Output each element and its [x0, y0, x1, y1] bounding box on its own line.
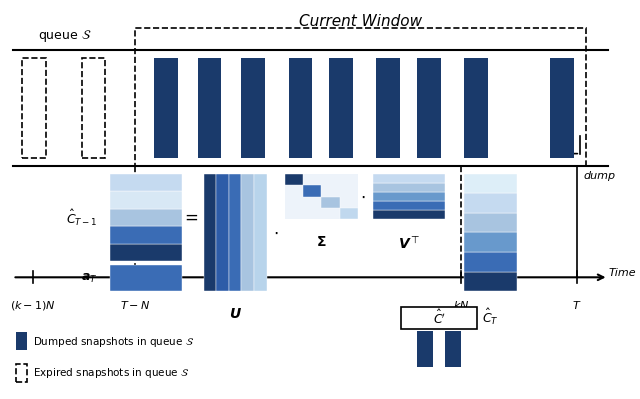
Bar — [289, 58, 312, 158]
Bar — [373, 174, 445, 183]
Bar — [303, 185, 321, 197]
Bar — [110, 209, 182, 226]
Bar — [110, 226, 182, 244]
Bar — [204, 174, 216, 291]
Text: $\hat{C}_{T-1}$: $\hat{C}_{T-1}$ — [65, 207, 97, 227]
Bar — [373, 192, 445, 201]
Text: $(k-1)N$: $(k-1)N$ — [10, 299, 56, 312]
Bar — [373, 210, 445, 219]
Bar — [154, 58, 177, 158]
Text: $\hat{C}'$: $\hat{C}'$ — [433, 309, 445, 327]
Bar — [445, 331, 461, 367]
Text: $\boldsymbol{a}_T$: $\boldsymbol{a}_T$ — [81, 272, 97, 285]
Text: $\boldsymbol{U}$: $\boldsymbol{U}$ — [228, 307, 242, 321]
Bar — [216, 174, 229, 291]
Bar — [110, 265, 182, 291]
Bar — [464, 174, 518, 193]
Text: $\cdot$: $\cdot$ — [273, 223, 279, 241]
Text: =: = — [184, 208, 198, 227]
Bar — [110, 191, 182, 209]
Text: Dumped snapshots in queue $\mathcal{S}$: Dumped snapshots in queue $\mathcal{S}$ — [33, 334, 195, 349]
Bar — [254, 174, 267, 291]
Text: Current Window: Current Window — [299, 14, 422, 30]
Bar — [464, 213, 518, 232]
Text: $\hat{C}_T$: $\hat{C}_T$ — [483, 307, 499, 328]
Text: queue $\mathcal{S}$: queue $\mathcal{S}$ — [38, 28, 91, 44]
Bar — [464, 252, 518, 272]
Bar — [285, 174, 303, 185]
Bar — [22, 58, 46, 158]
Bar — [464, 193, 518, 213]
Bar — [417, 331, 433, 367]
Bar — [135, 28, 586, 166]
Bar — [110, 244, 182, 261]
Bar — [373, 201, 445, 210]
Text: $T$: $T$ — [572, 299, 582, 311]
Bar — [339, 208, 358, 219]
Bar — [464, 233, 518, 252]
Bar — [81, 58, 106, 158]
Bar — [241, 174, 254, 291]
Bar — [110, 174, 182, 191]
Bar — [550, 58, 574, 158]
Bar — [16, 332, 27, 350]
Text: $\cdot$: $\cdot$ — [360, 188, 365, 205]
Text: $\boldsymbol{\Sigma}$: $\boldsymbol{\Sigma}$ — [316, 235, 326, 249]
Bar — [229, 174, 241, 291]
Text: $\boldsymbol{V}^\top$: $\boldsymbol{V}^\top$ — [398, 235, 420, 252]
Bar — [285, 174, 358, 219]
Text: Expired snapshots in queue $\mathcal{S}$: Expired snapshots in queue $\mathcal{S}$ — [33, 366, 189, 381]
Text: $kN$: $kN$ — [452, 299, 469, 311]
Bar — [376, 58, 400, 158]
Bar — [464, 272, 518, 291]
Bar — [241, 58, 266, 158]
Bar — [321, 197, 339, 208]
Text: Time: Time — [609, 268, 636, 279]
Bar — [16, 364, 27, 382]
Bar — [401, 307, 477, 329]
Bar — [464, 58, 488, 158]
Bar — [373, 183, 445, 192]
Bar — [330, 58, 353, 158]
Bar — [417, 58, 441, 158]
Text: $T-N$: $T-N$ — [120, 299, 150, 311]
Text: dump: dump — [583, 170, 616, 181]
Bar — [198, 58, 221, 158]
